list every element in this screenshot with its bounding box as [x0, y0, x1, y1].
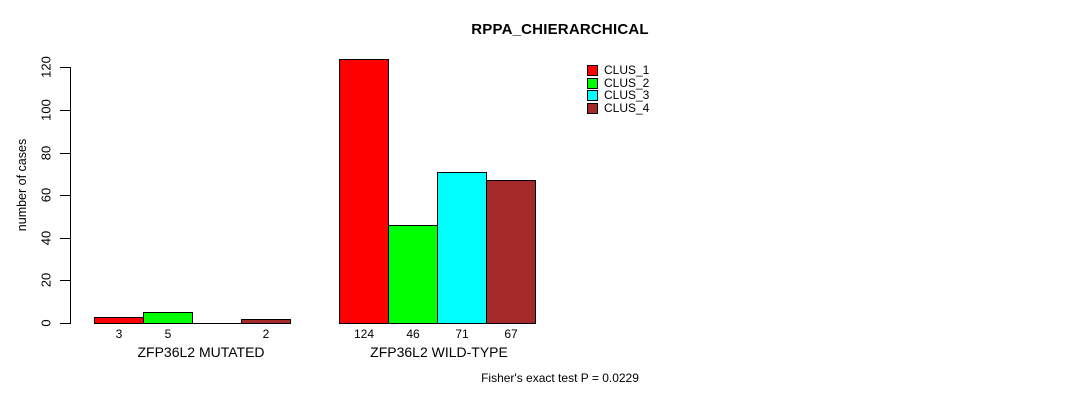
legend-swatch-clus_2	[587, 77, 598, 89]
legend-label: CLUS_4	[604, 100, 650, 115]
y-tick	[60, 110, 70, 111]
bar-value-label: 67	[504, 327, 518, 341]
legend-label: CLUS_3	[604, 88, 650, 102]
y-tick	[60, 280, 70, 281]
y-axis-line	[70, 67, 71, 324]
bar-value-label: 3	[115, 327, 123, 341]
legend-label: CLUS_1	[604, 63, 650, 77]
x-category-label: ZFP36L2 MUTATED	[137, 344, 265, 360]
footer-pvalue: Fisher's exact test P = 0.0229	[481, 371, 639, 385]
legend-row: CLUS_1	[587, 63, 650, 77]
y-tick	[60, 67, 70, 68]
bar-value-label: 2	[262, 327, 270, 341]
y-tick	[60, 323, 70, 324]
chart-title: RPPA_CHIERARCHICAL	[471, 21, 649, 38]
y-tick	[60, 153, 70, 154]
legend-label: CLUS_2	[604, 75, 650, 90]
y-tick	[60, 195, 70, 196]
bar-clus_3-zero	[192, 323, 242, 324]
y-tick-label: 100	[38, 99, 54, 121]
bar-clus_4	[241, 319, 291, 324]
x-category-label: ZFP36L2 WILD-TYPE	[370, 344, 508, 360]
bar-value-label: 5	[164, 327, 172, 341]
bar-clus_3	[437, 172, 487, 324]
bar-clus_1	[339, 59, 389, 324]
y-tick-label: 120	[38, 56, 54, 78]
legend-swatch-clus_1	[587, 65, 598, 76]
legend-row: CLUS_3	[587, 88, 650, 102]
legend-row: CLUS_2	[587, 75, 650, 90]
y-tick-label: 20	[38, 272, 54, 288]
y-axis-label: number of cases	[15, 138, 29, 232]
y-tick-label: 60	[38, 187, 54, 203]
legend: CLUS_1 CLUS_2 CLUS_3 CLUS_4	[587, 63, 650, 115]
bar-clus_1	[94, 317, 144, 324]
y-tick-label: 0	[38, 319, 54, 327]
legend-swatch-clus_4	[587, 102, 598, 114]
bar-value-label: 71	[455, 327, 469, 341]
legend-swatch-clus_3	[587, 90, 598, 101]
bar-clus_2	[143, 312, 193, 324]
bar-clus_4	[486, 180, 536, 324]
y-tick-label: 80	[38, 145, 54, 161]
legend-row: CLUS_4	[587, 100, 650, 115]
bar-value-label: 124	[353, 327, 375, 341]
y-tick	[60, 238, 70, 239]
bar-clus_2	[388, 225, 438, 324]
y-tick-label: 40	[38, 230, 54, 246]
bar-value-label: 46	[406, 327, 420, 341]
